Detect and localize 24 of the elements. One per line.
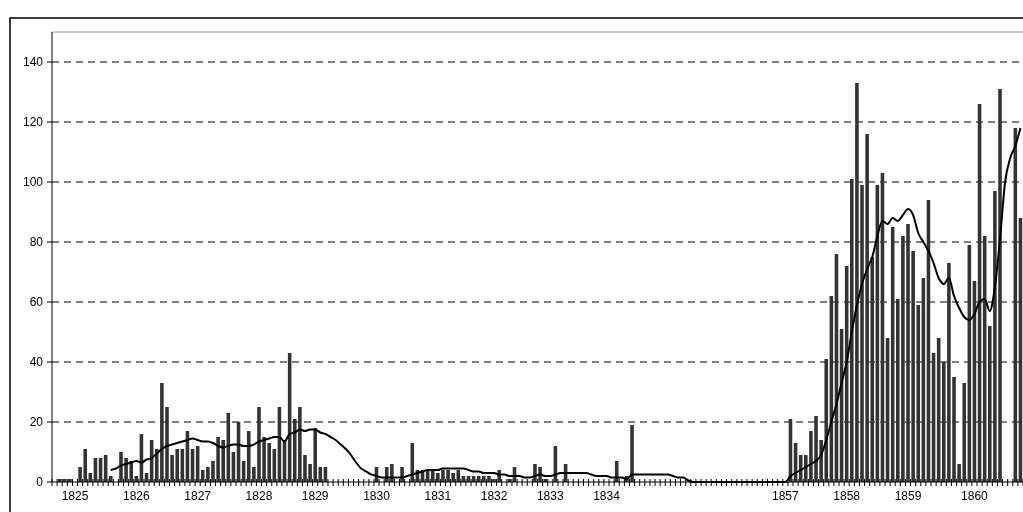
y-tick-label: 0 [36, 475, 44, 490]
x-tick-label: 1834 [593, 489, 621, 503]
y-tick-label: 40 [29, 355, 44, 370]
x-tick-label: 1827 [184, 489, 212, 503]
x-tick-label: 1857 [772, 489, 800, 503]
y-tick-label: 20 [29, 415, 44, 430]
x-tick-label: 1830 [363, 489, 391, 503]
x-tick-label: 1829 [301, 489, 329, 503]
x-tick-label: 1826 [122, 489, 150, 503]
bar [614, 461, 619, 482]
x-tick-label: 1832 [480, 489, 508, 503]
x-tick-label: 1831 [424, 489, 452, 503]
x-tick-label: 1860 [961, 489, 989, 503]
y-tick-label: 80 [29, 235, 44, 250]
x-tick-label: 1828 [245, 489, 273, 503]
x-tick-label: 1859 [894, 489, 922, 503]
y-tick-label: 140 [22, 55, 44, 70]
x-tick-label: 1833 [536, 489, 564, 503]
y-tick-label: 100 [22, 175, 44, 190]
x-tick-label: 1858 [833, 489, 861, 503]
y-tick-label: 60 [29, 295, 44, 310]
x-tick-label: 1825 [61, 489, 89, 503]
y-tick-label: 120 [22, 115, 44, 130]
bar [108, 476, 113, 482]
